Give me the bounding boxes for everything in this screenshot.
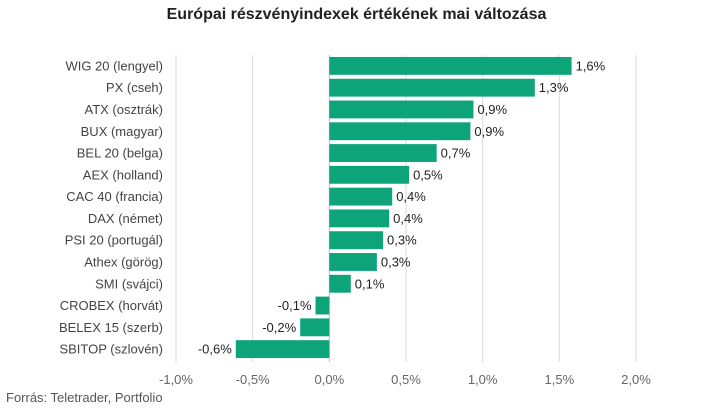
- data-label: 0,9%: [477, 102, 507, 117]
- x-tick-label: 1,5%: [545, 372, 575, 387]
- data-label: 0,4%: [396, 189, 426, 204]
- x-tick-label: 2,0%: [621, 372, 651, 387]
- bar: [329, 144, 437, 162]
- bar: [329, 209, 390, 228]
- category-label: SBITOP (szlovén): [59, 342, 163, 357]
- bar: [235, 340, 330, 359]
- category-label: BEL 20 (belga): [77, 146, 163, 161]
- x-tick-label: 1,0%: [468, 372, 498, 387]
- x-tick-label: 0,5%: [391, 372, 421, 387]
- data-label: -0,1%: [278, 298, 312, 313]
- category-label: ATX (osztrák): [85, 102, 164, 117]
- data-label: 1,3%: [539, 80, 569, 95]
- data-label: 0,1%: [355, 276, 385, 291]
- bar: [329, 100, 474, 119]
- bar: [329, 187, 393, 206]
- source-note: Forrás: Teletrader, Portfolio: [6, 390, 163, 405]
- bar: [329, 165, 410, 184]
- bar: [315, 296, 330, 315]
- x-tick-label: -1,0%: [159, 372, 193, 387]
- category-label: AEX (holland): [83, 167, 163, 182]
- bar: [329, 231, 383, 250]
- data-label: 0,7%: [441, 146, 471, 161]
- category-label: PX (cseh): [106, 80, 163, 95]
- bar: [329, 253, 377, 271]
- category-label: PSI 20 (portugál): [65, 233, 163, 248]
- data-label: -0,2%: [262, 320, 296, 335]
- category-label: BUX (magyar): [81, 124, 163, 139]
- bar: [329, 122, 471, 141]
- category-label: DAX (német): [88, 211, 163, 226]
- category-label: Athex (görög): [84, 254, 163, 269]
- data-label: 1,6%: [576, 58, 606, 73]
- data-label: 0,9%: [474, 124, 504, 139]
- chart-title: Európai részvényindexek értékének mai vá…: [166, 6, 547, 23]
- bar: [329, 274, 351, 293]
- category-label: SMI (svájci): [95, 276, 163, 291]
- data-label: 0,3%: [381, 254, 411, 269]
- category-label: WIG 20 (lengyel): [65, 58, 163, 73]
- category-label: CAC 40 (francia): [66, 189, 163, 204]
- category-label: BELEX 15 (szerb): [59, 320, 163, 335]
- data-label: -0,6%: [198, 342, 232, 357]
- data-label: 0,4%: [393, 211, 423, 226]
- data-label: 0,5%: [413, 167, 443, 182]
- category-label: CROBEX (horvát): [60, 298, 163, 313]
- bar: [300, 318, 330, 337]
- x-tick-label: -0,5%: [236, 372, 270, 387]
- bar: [329, 56, 572, 75]
- x-tick-label: 0,0%: [315, 372, 345, 387]
- data-label: 0,3%: [387, 233, 417, 248]
- bar: [329, 78, 535, 97]
